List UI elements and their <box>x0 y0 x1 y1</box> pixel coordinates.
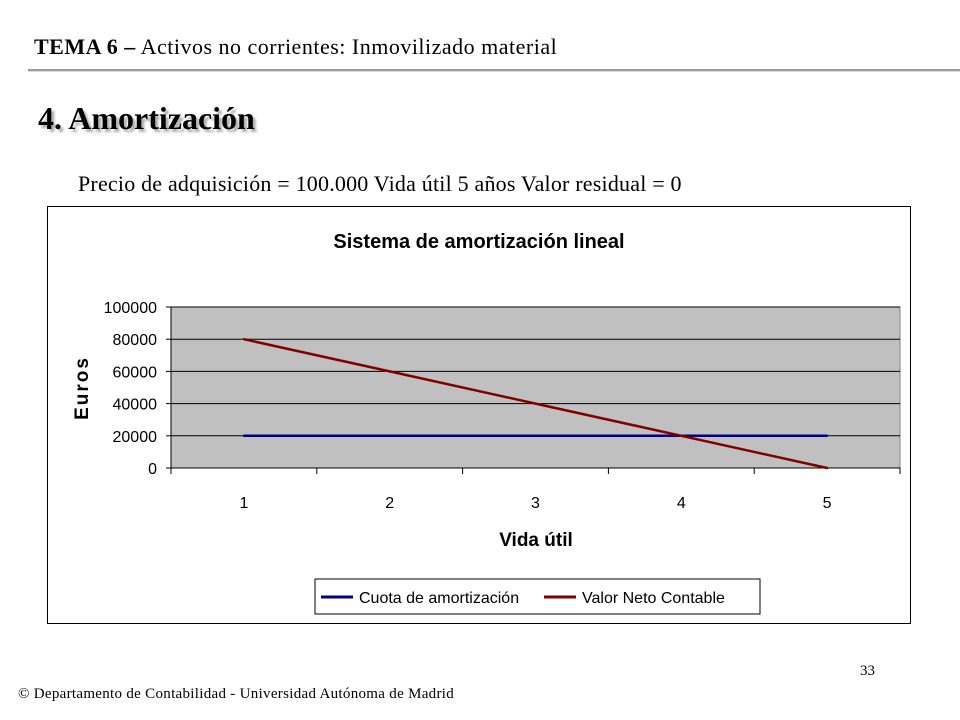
x-tick-label: 1 <box>239 495 248 512</box>
x-tick-label: 5 <box>823 495 832 512</box>
data-point <box>388 434 391 437</box>
data-point <box>680 434 683 437</box>
data-point <box>825 434 829 437</box>
data-point <box>534 434 537 437</box>
page-number: 33 <box>860 663 875 679</box>
y-axis-label: Euros <box>72 356 93 420</box>
legend-label: Cuota de amortización <box>359 590 519 607</box>
legend-label: Valor Neto Contable <box>582 590 725 607</box>
x-tick-label: 4 <box>677 495 686 512</box>
x-axis-label: Vida útil <box>499 530 573 551</box>
data-point <box>242 338 246 341</box>
x-tick-label: 3 <box>531 495 540 512</box>
header-topic-title: Activos no corrientes: Inmovilizado mate… <box>140 34 558 59</box>
y-tick-label: 40000 <box>113 397 158 414</box>
y-tick-label: 60000 <box>113 364 158 381</box>
data-point <box>388 370 391 373</box>
plot-area <box>170 306 901 469</box>
chart-title: Sistema de amortización lineal <box>333 231 624 253</box>
depreciation-parameters: Precio de adquisición = 100.000 Vida úti… <box>78 171 682 196</box>
depreciation-chart: Sistema de amortización lineal 100000 800… <box>72 231 901 615</box>
header-topic-number: TEMA 6 – <box>34 34 136 59</box>
x-axis-ticks: 1 2 3 4 5 <box>170 468 901 512</box>
chart-frame: Sistema de amortización lineal 100000 800… <box>47 206 911 624</box>
data-point <box>534 402 537 405</box>
x-tick-label: 2 <box>385 495 394 512</box>
section-title: 4. Amortización <box>38 100 255 136</box>
y-tick-label: 80000 <box>113 332 158 349</box>
y-tick-label: 100000 <box>104 300 157 317</box>
series-lines <box>242 337 829 470</box>
legend-box <box>314 578 761 615</box>
y-tick-label: 0 <box>148 461 157 478</box>
footer-copyright: © Departamento de Contabilidad - Univers… <box>18 686 455 702</box>
data-point <box>242 434 246 437</box>
y-tick-label: 20000 <box>113 429 158 446</box>
y-axis-ticks: 100000 80000 60000 40000 20000 0 <box>104 300 171 478</box>
legend: Cuota de amortización Valor Neto Contable <box>314 578 761 615</box>
data-point <box>825 466 829 470</box>
slide-header: TEMA 6 – Activos no corrientes: Inmovili… <box>34 34 557 60</box>
header-divider <box>28 69 960 72</box>
